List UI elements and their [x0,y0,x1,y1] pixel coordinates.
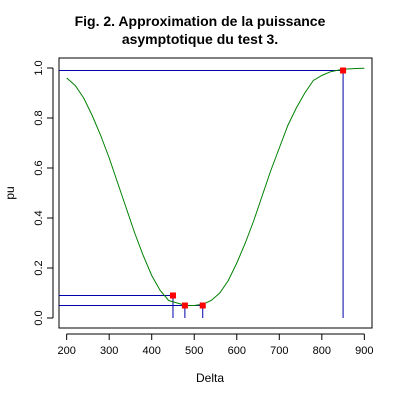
chart-title-line-1: Fig. 2. Approximation de la puissance [75,13,326,29]
y-tick-label: 1.0 [33,60,45,75]
x-tick-label: 300 [100,345,118,357]
x-tick-label: 900 [355,345,373,357]
y-tick-label: 0.0 [33,310,45,325]
y-tick-label: 0.2 [33,260,45,275]
data-point [181,302,188,309]
y-tick-label: 0.6 [33,160,45,175]
x-tick-label: 500 [185,345,203,357]
chart-title-line-2: asymptotique du test 3. [122,31,278,47]
x-axis-label: Delta [196,371,224,385]
x-tick-label: 800 [313,345,331,357]
y-tick-label: 0.4 [33,210,45,225]
x-tick-label: 700 [270,345,288,357]
data-point [340,67,347,74]
x-tick-label: 400 [143,345,161,357]
y-axis-label: pu [3,186,17,199]
data-point [169,292,176,299]
plot-frame [58,57,373,329]
x-tick-label: 200 [57,345,75,357]
y-tick-label: 0.8 [33,110,45,125]
data-point [199,302,206,309]
power-curve-line [66,67,365,306]
x-tick-label: 600 [228,345,246,357]
